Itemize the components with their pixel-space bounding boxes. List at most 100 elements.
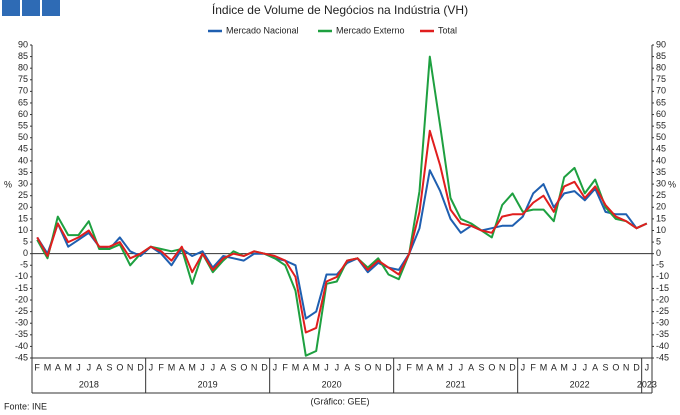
x-tick-label: A bbox=[592, 362, 598, 372]
y-tick-label: -25 bbox=[15, 306, 28, 316]
year-label: 2018 bbox=[79, 379, 99, 389]
x-tick-label: F bbox=[34, 362, 40, 372]
x-tick-label: O bbox=[364, 362, 371, 372]
y2-tick-label: 60 bbox=[656, 109, 666, 119]
x-tick-label: M bbox=[436, 362, 444, 372]
y-tick-label: 25 bbox=[18, 190, 28, 200]
x-tick-label: A bbox=[551, 362, 557, 372]
credit: (Gráfico: GEE) bbox=[310, 396, 369, 406]
x-tick-label: J bbox=[448, 362, 453, 372]
x-tick-label: M bbox=[292, 362, 300, 372]
x-tick-label: J bbox=[521, 362, 526, 372]
y-tick-label: 20 bbox=[18, 202, 28, 212]
y2-tick-label: 30 bbox=[656, 178, 666, 188]
x-tick-label: J bbox=[149, 362, 154, 372]
y-tick-label: 50 bbox=[18, 132, 28, 142]
x-tick-label: D bbox=[633, 362, 640, 372]
legend-label: Mercado Externo bbox=[336, 25, 405, 35]
x-tick-label: D bbox=[509, 362, 516, 372]
y2-tick-label: -25 bbox=[656, 306, 669, 316]
year-label: 2023 bbox=[637, 379, 657, 389]
y-tick-label: 80 bbox=[18, 63, 28, 73]
y-tick-label: 55 bbox=[18, 121, 28, 131]
x-tick-label: J bbox=[324, 362, 329, 372]
y2-tick-label: 80 bbox=[656, 63, 666, 73]
y2-tick-label: 35 bbox=[656, 167, 666, 177]
x-tick-label: N bbox=[127, 362, 134, 372]
year-label: 2021 bbox=[446, 379, 466, 389]
x-tick-label: M bbox=[312, 362, 320, 372]
x-tick-label: D bbox=[385, 362, 392, 372]
y2-tick-label: 50 bbox=[656, 132, 666, 142]
y-tick-label: -35 bbox=[15, 329, 28, 339]
y-tick-label: -45 bbox=[15, 352, 28, 362]
y2-tick-label: 75 bbox=[656, 74, 666, 84]
x-tick-label: J bbox=[211, 362, 216, 372]
x-tick-label: J bbox=[583, 362, 588, 372]
y-tick-label: 45 bbox=[18, 144, 28, 154]
x-tick-label: D bbox=[137, 362, 144, 372]
y2-tick-label: 90 bbox=[656, 39, 666, 49]
y2-tick-label: 5 bbox=[656, 236, 661, 246]
x-tick-label: O bbox=[240, 362, 247, 372]
y-tick-label: 0 bbox=[23, 248, 28, 258]
x-tick-label: A bbox=[427, 362, 433, 372]
y-tick-label: 5 bbox=[23, 236, 28, 246]
line-series bbox=[36, 129, 648, 334]
y-tick-label: -40 bbox=[15, 341, 28, 351]
y2-tick-label: -45 bbox=[656, 352, 669, 362]
y-axis-label: % bbox=[4, 179, 12, 189]
chart-title: Índice de Volume de Negócios na Indústri… bbox=[212, 2, 468, 17]
y2-tick-label: 10 bbox=[656, 225, 666, 235]
x-tick-label: J bbox=[76, 362, 81, 372]
x-tick-label: A bbox=[179, 362, 185, 372]
line-series bbox=[36, 55, 648, 357]
x-tick-label: M bbox=[168, 362, 176, 372]
x-tick-label: S bbox=[602, 362, 608, 372]
x-tick-label: N bbox=[251, 362, 258, 372]
y-tick-label: 90 bbox=[18, 39, 28, 49]
x-tick-label: A bbox=[468, 362, 474, 372]
x-tick-label: J bbox=[645, 362, 650, 372]
y-tick-label: 30 bbox=[18, 178, 28, 188]
x-tick-label: J bbox=[397, 362, 402, 372]
y-tick-label: -20 bbox=[15, 294, 28, 304]
x-tick-label: J bbox=[200, 362, 205, 372]
y-tick-label: 70 bbox=[18, 86, 28, 96]
y2-tick-label: -10 bbox=[656, 271, 669, 281]
x-tick-label: M bbox=[540, 362, 548, 372]
x-tick-label: N bbox=[375, 362, 382, 372]
y2-tick-label: 25 bbox=[656, 190, 666, 200]
x-tick-label: S bbox=[106, 362, 112, 372]
y2-tick-label: 0 bbox=[656, 248, 661, 258]
x-tick-label: O bbox=[612, 362, 619, 372]
x-tick-label: F bbox=[282, 362, 288, 372]
x-tick-label: A bbox=[220, 362, 226, 372]
x-tick-label: M bbox=[188, 362, 196, 372]
y2-tick-label: 40 bbox=[656, 155, 666, 165]
line-series bbox=[36, 169, 648, 320]
legend-label: Mercado Nacional bbox=[226, 25, 299, 35]
x-tick-label: A bbox=[303, 362, 309, 372]
y2-tick-label: 65 bbox=[656, 97, 666, 107]
x-tick-label: A bbox=[344, 362, 350, 372]
y2-tick-label: 85 bbox=[656, 51, 666, 61]
source: Fonte: INE bbox=[4, 401, 47, 411]
x-tick-label: D bbox=[261, 362, 268, 372]
x-tick-label: S bbox=[478, 362, 484, 372]
y-tick-label: -30 bbox=[15, 318, 28, 328]
x-tick-label: J bbox=[335, 362, 340, 372]
x-tick-label: F bbox=[530, 362, 536, 372]
y2-tick-label: -35 bbox=[656, 329, 669, 339]
y-tick-label: -5 bbox=[20, 260, 28, 270]
y-tick-label: 60 bbox=[18, 109, 28, 119]
x-tick-label: M bbox=[416, 362, 424, 372]
legend-label: Total bbox=[438, 25, 457, 35]
y2-tick-label: -15 bbox=[656, 283, 669, 293]
y-tick-label: -10 bbox=[15, 271, 28, 281]
y-tick-label: 35 bbox=[18, 167, 28, 177]
x-tick-label: N bbox=[499, 362, 506, 372]
x-tick-label: S bbox=[354, 362, 360, 372]
y-tick-label: 40 bbox=[18, 155, 28, 165]
y2-tick-label: 45 bbox=[656, 144, 666, 154]
